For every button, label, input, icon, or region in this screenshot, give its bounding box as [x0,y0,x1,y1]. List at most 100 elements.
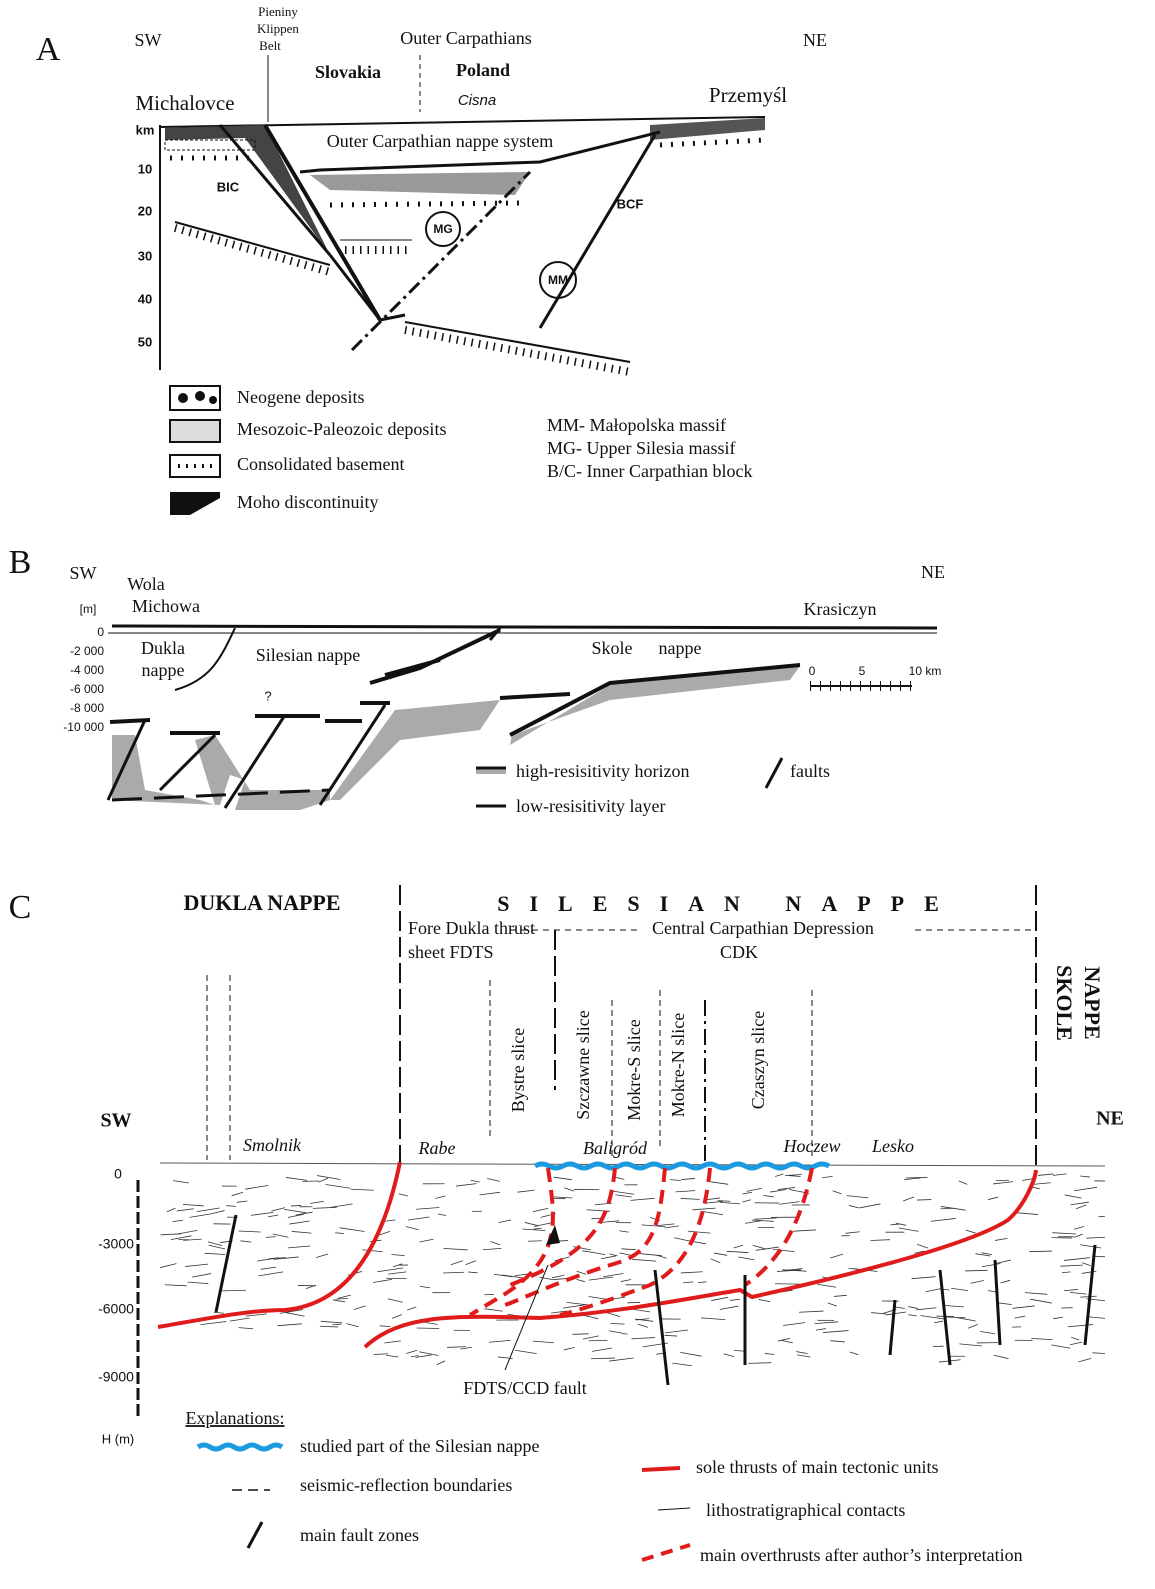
reflection [1029,1250,1053,1253]
reflection [553,1196,573,1199]
reflection [339,1227,365,1232]
reflection [965,1269,988,1272]
overthrust [559,1167,712,1317]
label: Przemyśl [709,83,787,107]
sole-thrust [363,1169,1038,1349]
reflection [965,1229,976,1234]
reflection [265,1236,276,1238]
reflection [788,1175,801,1177]
legend-swatch [195,391,205,401]
fault [488,627,502,641]
legend-label: seismic-reflection boundaries [300,1475,512,1495]
reflection [705,1197,721,1201]
reflection [711,1296,729,1301]
reflection [823,1330,849,1333]
label: CDK [720,942,758,962]
label: nappe [659,638,702,658]
legend-swatch [764,757,784,789]
label: Krasiczyn [804,599,877,619]
legend-swatch [178,393,188,403]
direction: SW [70,563,97,583]
label: sheet FDTS [408,942,494,962]
reflection [1069,1341,1083,1346]
reflection [272,1233,289,1238]
overthrust [468,1167,555,1317]
reflection [200,1321,227,1326]
reflection [710,1181,729,1185]
reflection [951,1287,968,1292]
reflection [488,1339,511,1343]
panel-label: B [9,544,32,581]
reflection [335,1298,348,1300]
reflection [680,1198,700,1200]
overthrust [743,1167,814,1287]
reflection [664,1225,679,1229]
reflection [987,1196,999,1200]
reflection [173,1180,189,1184]
reflection [229,1317,250,1322]
reflection [418,1351,439,1356]
layer [499,692,571,700]
reflection [208,1244,226,1250]
reflection [719,1305,739,1310]
reflection [700,1317,726,1321]
deposits [650,118,765,140]
reflection [748,1362,772,1364]
layer [369,628,501,685]
depth-label: 40 [138,291,152,306]
reflection [245,1185,269,1190]
label: Klippen [257,21,299,36]
abbreviation: MG- Upper Silesia massif [547,438,735,458]
reflection [796,1354,811,1358]
deposits [165,125,330,255]
deposits [310,172,530,195]
fault [158,733,217,792]
legend-label: main fault zones [300,1525,419,1545]
depth-label: -8 000 [70,701,104,715]
reflection [160,1233,182,1236]
reflection [904,1177,921,1181]
reflection [822,1175,833,1179]
reflection [680,1351,702,1357]
reflection [236,1200,248,1203]
legend-label: Neogene deposits [237,387,364,407]
reflection [166,1207,176,1213]
reflection [350,1188,374,1191]
reflection [934,1320,944,1324]
reflection [187,1281,209,1285]
reflection [796,1351,808,1355]
reflection [332,1299,346,1303]
reflection [664,1329,689,1334]
reflection [563,1304,585,1309]
reflection [637,1323,649,1328]
legend-c: Explanations: studied part of the Silesi… [186,1408,1023,1565]
abbreviation: B/C- Inner Carpathian block [547,461,752,481]
reflection [310,1200,325,1204]
reflection [238,1230,261,1233]
label: Silesian nappe [256,645,360,665]
reflection [917,1243,929,1249]
reflection [777,1187,796,1190]
reflection [416,1207,440,1210]
reflection [916,1307,937,1311]
reflection [632,1258,657,1262]
reflection [738,1256,755,1261]
slice-label: Mokre-S slice [624,1019,644,1120]
reflection [785,1174,802,1176]
reflection [319,1325,339,1328]
legend-swatch [476,768,506,774]
reflection [317,1175,341,1180]
fault [888,1299,897,1356]
reflection [405,1226,419,1231]
reflection [447,1346,466,1348]
reflection [687,1230,711,1234]
reflection [1073,1226,1085,1230]
reflection [1092,1352,1106,1354]
depth-label: -6000 [98,1301,134,1317]
reflection [222,1289,247,1292]
legend-title: Explanations: [186,1408,285,1428]
moho [404,326,631,376]
reflection [213,1311,224,1314]
legend-label: lithostratigraphical contacts [706,1500,905,1520]
reflection [407,1306,417,1311]
